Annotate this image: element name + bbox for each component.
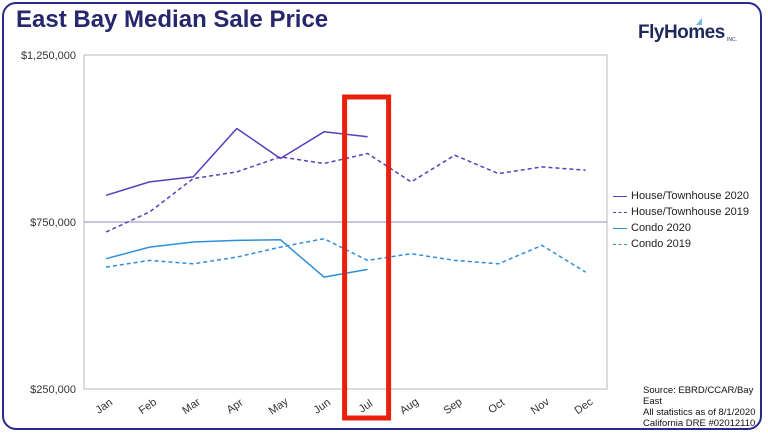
logo-suffix: INC.: [727, 37, 737, 43]
x-tick-label: Sep: [442, 396, 465, 417]
x-tick-label: Jun: [312, 397, 333, 417]
legend-label: Condo 2020: [631, 222, 691, 234]
legend: House/Townhouse 2020 House/Townhouse 201…: [613, 188, 749, 252]
y-tick-label: $1,250,000: [21, 50, 76, 62]
source-note: Source: EBRD/CCAR/Bay East All statistic…: [643, 385, 768, 429]
dre-line: California DRE #02012110: [643, 418, 756, 429]
source-line: Source: EBRD/CCAR/Bay East: [643, 385, 754, 407]
stats-date-line: All statistics as of 8/1/2020: [643, 407, 756, 418]
legend-label: House/Townhouse 2019: [631, 206, 750, 218]
legend-item: House/Townhouse 2020: [613, 188, 749, 204]
chart-title: East Bay Median Sale Price: [16, 6, 329, 33]
series-line: [105, 238, 368, 278]
y-tick-label: $750,000: [30, 217, 76, 229]
legend-swatch: [613, 195, 627, 197]
x-tick-label: Apr: [225, 397, 246, 417]
legend-item: Condo 2020: [613, 220, 749, 236]
legend-item: Condo 2019: [613, 236, 749, 252]
x-tick-label: Dec: [572, 396, 595, 417]
legend-swatch: [613, 243, 627, 245]
x-tick-label: Oct: [486, 397, 507, 417]
x-tick-label: May: [267, 395, 291, 417]
x-tick-label: Aug: [398, 396, 421, 417]
flyhomes-logo: FlyHomes: [638, 22, 725, 43]
highlight-box: [342, 94, 392, 421]
legend-swatch: [613, 227, 627, 229]
legend-label: House/Townhouse 2020: [631, 190, 750, 202]
x-tick-label: Nov: [529, 396, 552, 417]
logo-mark-icon: [696, 18, 702, 25]
y-tick-label: $250,000: [30, 384, 76, 396]
x-tick-label: Jan: [94, 397, 115, 417]
legend-label: Condo 2019: [631, 238, 691, 250]
series-line: [105, 127, 368, 197]
chart-frame: [2, 2, 762, 430]
legend-swatch: [613, 211, 627, 213]
x-tick-label: Jul: [357, 398, 375, 416]
x-tick-label: Feb: [137, 396, 159, 417]
x-tick-label: Mar: [180, 396, 203, 417]
legend-item: House/Townhouse 2019: [613, 204, 749, 220]
